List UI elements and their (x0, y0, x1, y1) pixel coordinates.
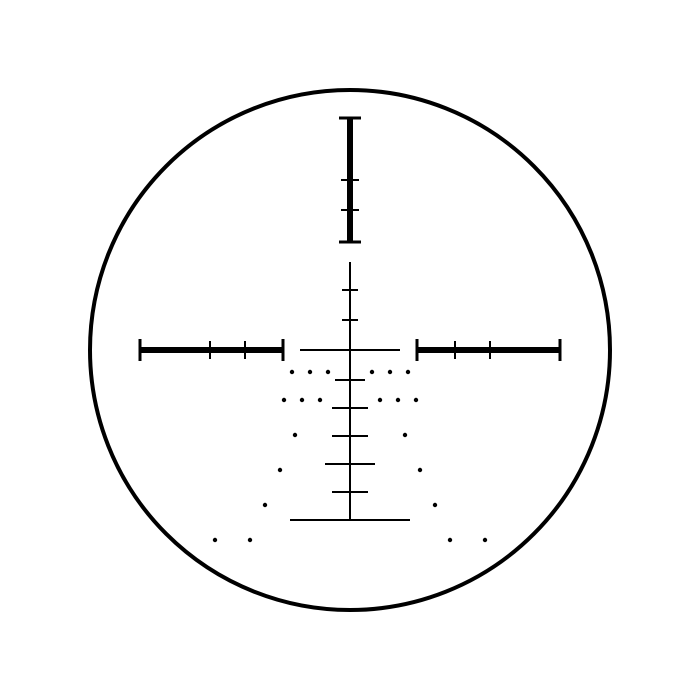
dot-R-2-0 (403, 433, 407, 437)
dot-R-3-0 (418, 468, 422, 472)
dot-L-1-2 (282, 398, 286, 402)
dot-R-0-0 (370, 370, 374, 374)
dot-L-2-0 (293, 433, 297, 437)
dot-L-3-0 (278, 468, 282, 472)
dot-R-1-1 (396, 398, 400, 402)
dot-L-4-0 (263, 503, 267, 507)
dot-L-1-1 (300, 398, 304, 402)
dot-R-1-2 (414, 398, 418, 402)
dot-R-5-1 (483, 538, 487, 542)
dot-R-1-0 (378, 398, 382, 402)
dot-L-0-2 (290, 370, 294, 374)
dot-R-0-2 (406, 370, 410, 374)
dot-L-0-1 (308, 370, 312, 374)
dot-L-5-0 (248, 538, 252, 542)
dot-R-4-0 (433, 503, 437, 507)
dot-L-5-1 (213, 538, 217, 542)
dot-L-1-0 (318, 398, 322, 402)
dot-R-5-0 (448, 538, 452, 542)
reticle-diagram (0, 0, 700, 700)
dot-R-0-1 (388, 370, 392, 374)
dot-L-0-0 (326, 370, 330, 374)
